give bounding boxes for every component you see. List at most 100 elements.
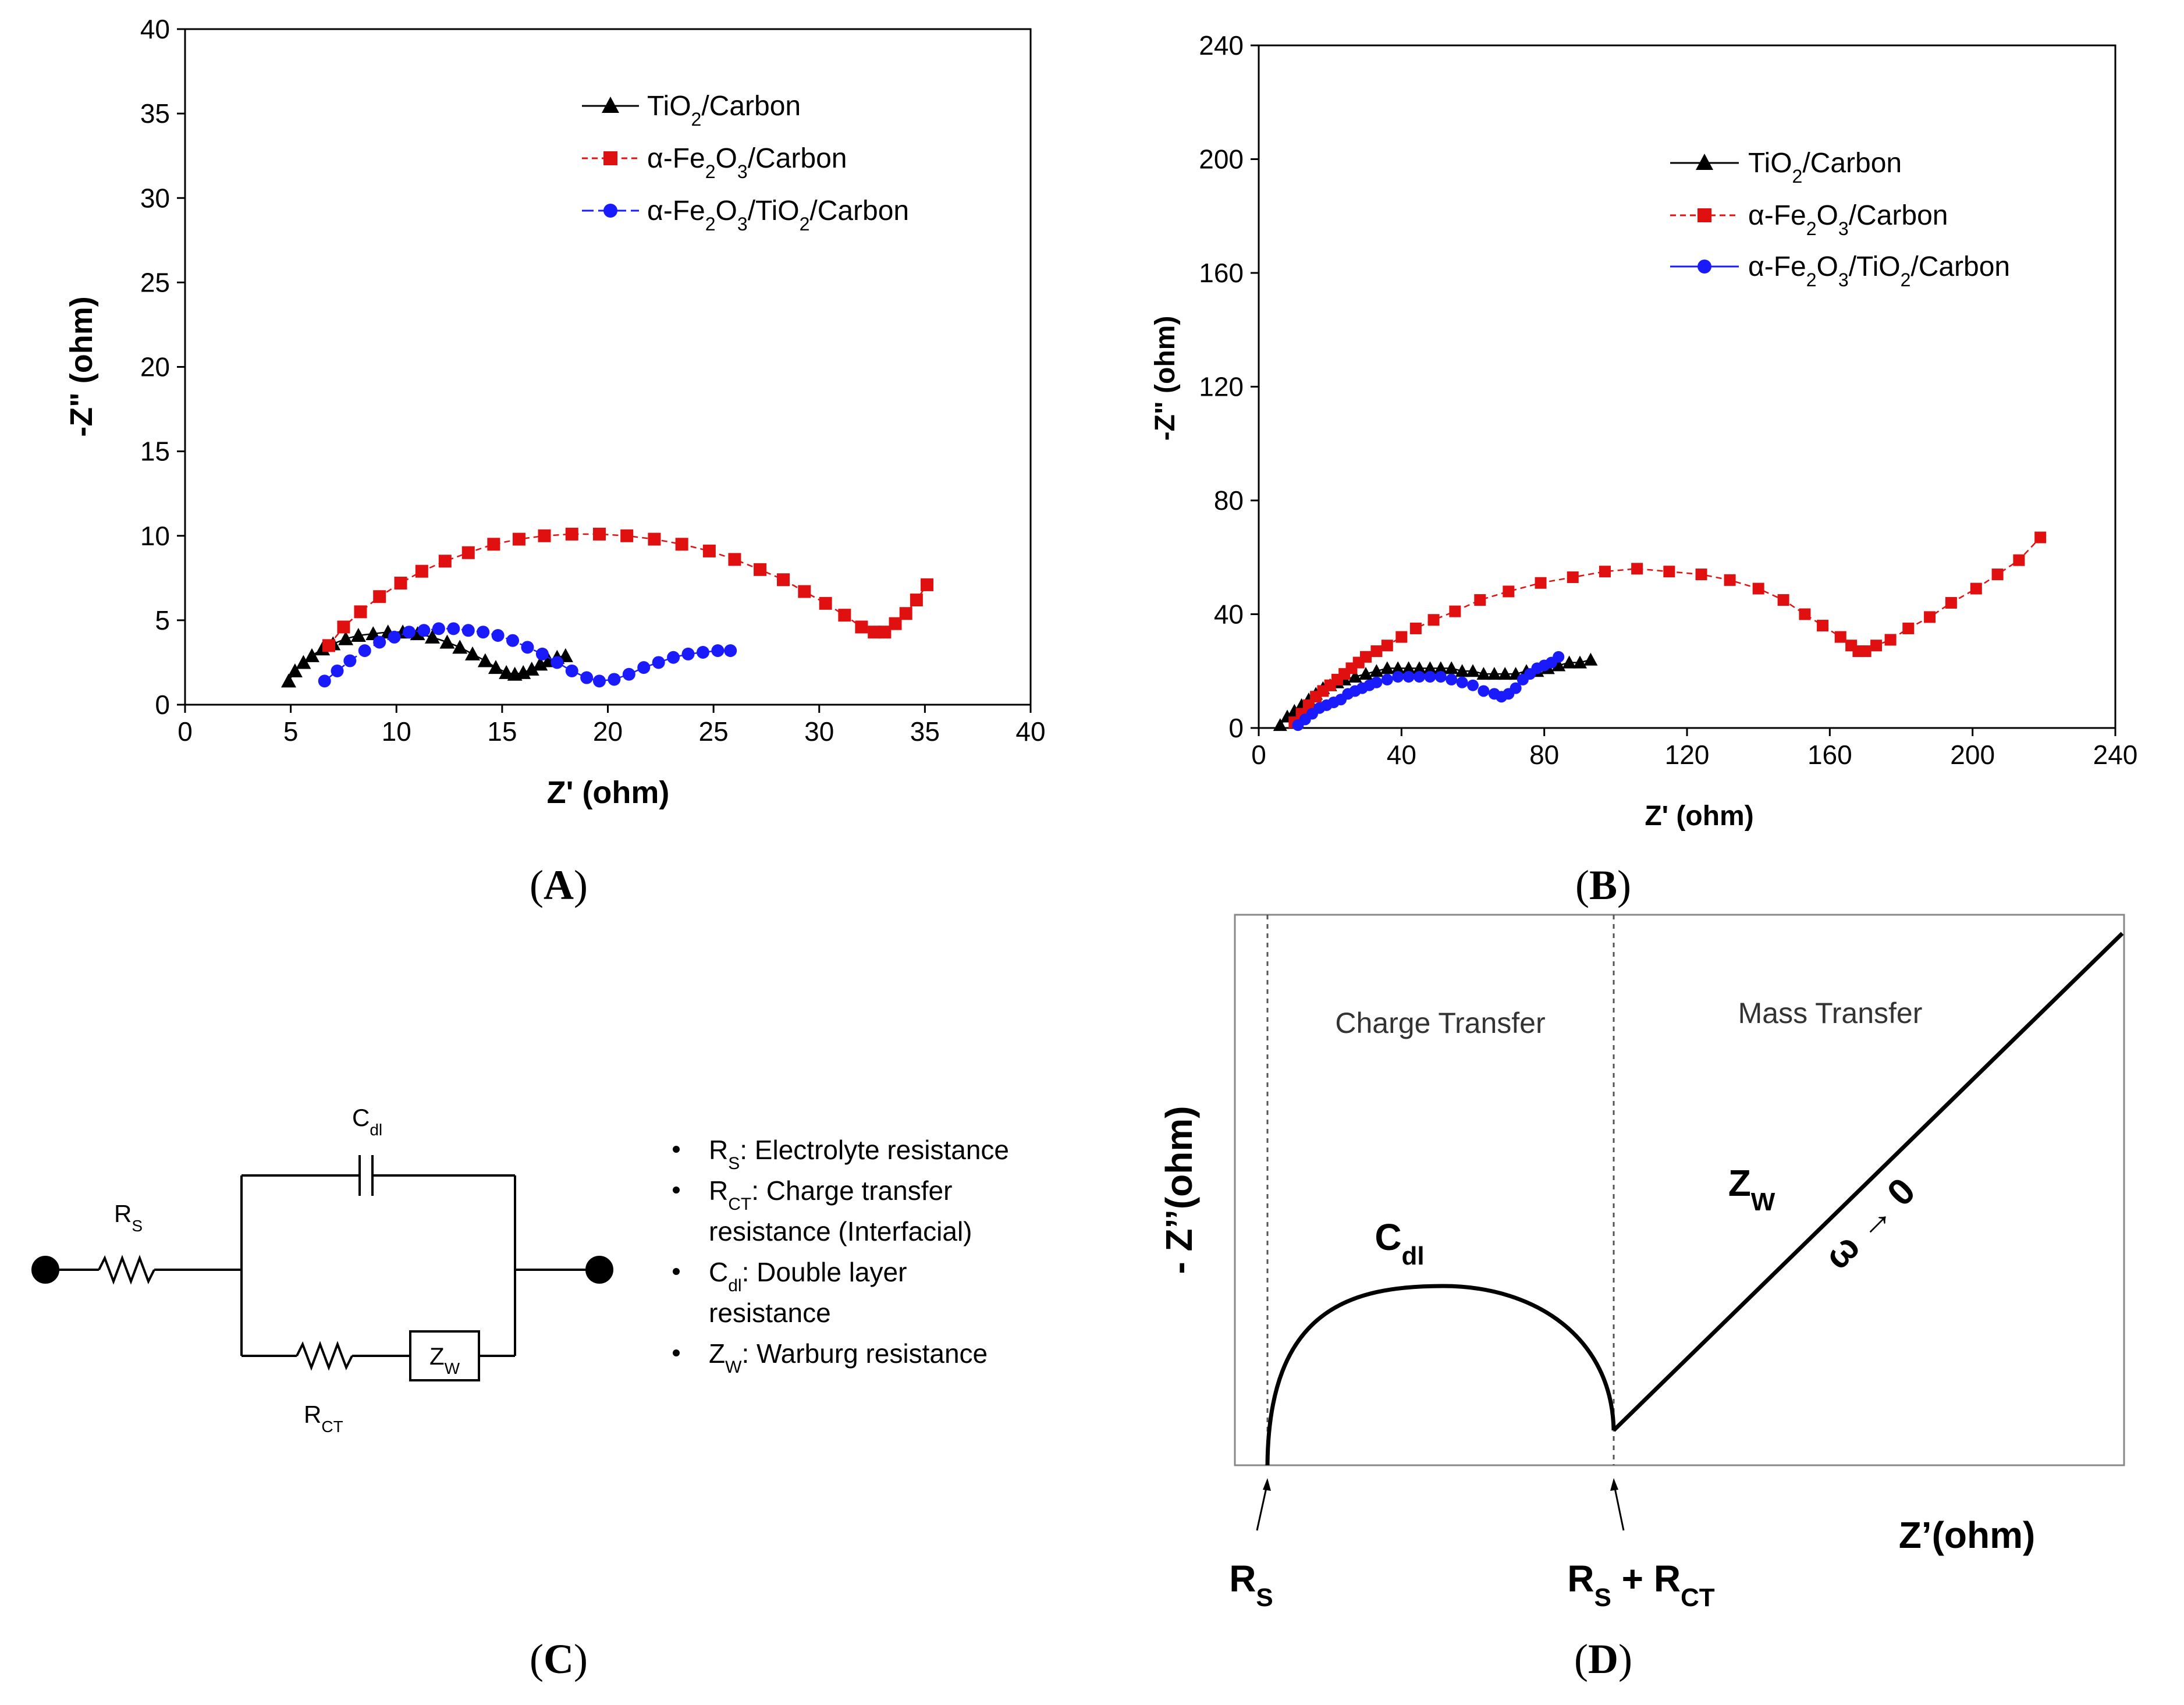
data-point — [648, 532, 661, 546]
data-point — [1799, 608, 1811, 620]
chart-a-legend: TiO2/Carbon α-Fe2O3/Carbon α-Fe2O3/TiO2/… — [582, 91, 909, 235]
x-tick-label: 240 — [2093, 740, 2138, 770]
y-tick-label: 5 — [155, 605, 170, 635]
data-point — [1553, 651, 1565, 663]
data-point — [878, 626, 892, 639]
data-point — [1663, 566, 1675, 578]
data-point — [622, 667, 635, 681]
data-point — [1562, 655, 1576, 669]
legend-a-marker-2 — [603, 151, 617, 165]
data-point — [1409, 622, 1422, 634]
series-line — [1294, 537, 2041, 723]
data-point — [1444, 661, 1459, 674]
data-point — [899, 607, 912, 620]
data-point — [506, 634, 520, 647]
data-point — [477, 653, 493, 667]
x-tick-label: 40 — [1387, 740, 1416, 770]
data-point — [565, 664, 578, 677]
y-tick-label: 15 — [140, 436, 170, 467]
data-point — [318, 674, 331, 688]
data-point — [592, 674, 606, 688]
bullet-zw: ZW: Warburg resistance — [709, 1338, 988, 1377]
x-tick-label: 10 — [382, 716, 411, 747]
data-point — [343, 654, 357, 667]
data-point — [354, 605, 367, 619]
data-point — [1777, 594, 1789, 606]
data-point — [487, 538, 500, 551]
data-point — [921, 578, 934, 591]
y-tick-label: 20 — [140, 352, 170, 382]
data-point — [580, 671, 594, 684]
data-point — [465, 646, 481, 660]
data-point — [350, 627, 366, 642]
x-tick-label: 30 — [804, 716, 834, 747]
bullet-rct-cont: resistance (Interfacial) — [709, 1216, 972, 1246]
data-point — [410, 626, 425, 641]
circuit-legend: RS: Electrolyte resistance RCT: Charge t… — [673, 1135, 1009, 1377]
data-point — [696, 646, 709, 659]
data-point — [565, 527, 578, 541]
y-tick-label: 0 — [155, 690, 170, 720]
data-point — [296, 655, 311, 669]
x-tick-label: 0 — [1251, 740, 1266, 770]
data-point — [652, 656, 665, 669]
y-tick-label: 40 — [1214, 599, 1244, 630]
data-point — [373, 635, 386, 649]
data-point — [1381, 673, 1393, 685]
data-point — [1834, 631, 1846, 643]
data-point — [711, 644, 725, 658]
legend-a-marker-1 — [602, 97, 619, 113]
data-point — [1476, 667, 1491, 680]
data-point — [2034, 531, 2047, 544]
data-point — [1424, 671, 1436, 683]
data-point — [1359, 667, 1373, 680]
data-point — [491, 628, 505, 642]
schematic-frame — [1234, 914, 2125, 1466]
chart-b-xlabel: Z' (ohm) — [1645, 801, 1753, 832]
data-point — [620, 529, 634, 542]
label-rs: RS — [114, 1200, 143, 1235]
semicircle-curve — [1265, 1284, 1616, 1466]
data-point — [417, 624, 431, 637]
data-point — [1583, 652, 1598, 666]
legend-b-marker-2 — [1698, 208, 1711, 222]
data-point — [1370, 676, 1383, 688]
data-point — [702, 544, 716, 557]
data-point — [535, 647, 549, 660]
bullet-dot — [673, 1349, 680, 1356]
chart-a: 0 5 10 15 20 25 30 35 40 0 5 10 15 20 25 30 35 40 Z' (ohm… — [64, 14, 1046, 810]
x-tick-label: 40 — [1015, 716, 1045, 747]
data-point — [280, 673, 296, 688]
data-point — [1273, 718, 1287, 731]
data-point — [608, 673, 621, 686]
bullet-cdl: Cdl: Double layer — [709, 1257, 907, 1295]
chart-b-ylabel: -Z" (ohm) — [1150, 316, 1181, 441]
data-point — [819, 596, 832, 610]
x-tick-label: 20 — [593, 716, 623, 747]
data-point — [1474, 594, 1486, 606]
nyquist-schematic — [1234, 914, 2125, 1531]
arrow-rs — [1256, 1482, 1269, 1531]
legend-a-label-2: α-Fe2O3/Carbon — [647, 143, 847, 182]
y-tick-label: 80 — [1214, 485, 1244, 516]
x-tick-label: 35 — [910, 716, 940, 747]
chart-b: 0 40 80 120 160 200 240 0 40 80 120 160 200 240 Z' (o… — [1150, 30, 2137, 832]
data-point — [1466, 664, 1480, 677]
data-point — [910, 594, 923, 607]
data-point — [2013, 554, 2025, 566]
bullet-dot — [673, 1268, 680, 1275]
x-tick-label: 200 — [1950, 740, 1995, 770]
data-point — [1456, 676, 1468, 688]
data-point — [1498, 667, 1512, 680]
label-omega: ω → 0 — [1816, 1170, 1923, 1277]
y-tick-label: 120 — [1199, 372, 1244, 402]
legend-b-label-2: α-Fe2O3/Carbon — [1748, 200, 1948, 239]
data-point — [776, 573, 790, 587]
data-point — [1434, 671, 1447, 683]
chart-b-frame — [1258, 44, 2116, 729]
data-point — [477, 626, 490, 639]
label-charge-transfer: Charge Transfer — [1335, 1007, 1545, 1039]
data-point — [337, 620, 350, 634]
x-tick-label: 0 — [177, 716, 193, 747]
